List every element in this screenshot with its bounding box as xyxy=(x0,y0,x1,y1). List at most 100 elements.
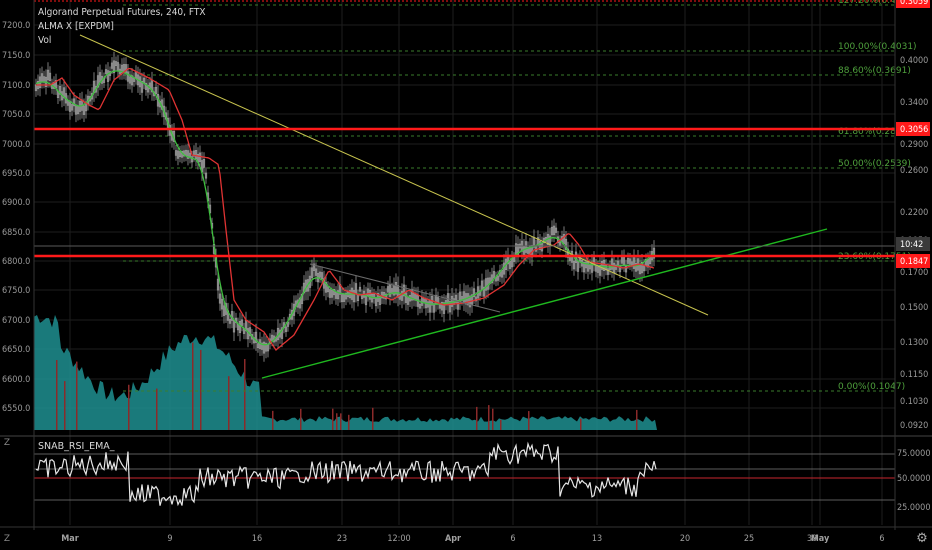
candle-body xyxy=(552,225,556,236)
indicator-volume-label[interactable]: Vol xyxy=(38,35,52,46)
fib-level-label: 50.00%(0.2539) xyxy=(838,159,911,169)
rsi-axis-tick: 50.0000 xyxy=(897,474,930,484)
right-axis-tick: 0.2900 xyxy=(900,140,928,150)
volume-bar xyxy=(64,381,66,430)
left-axis-tick: 6850.0 xyxy=(2,228,30,238)
time-axis-tick: 13 xyxy=(592,534,602,544)
candle-body xyxy=(600,260,604,270)
time-axis-tick: 6 xyxy=(510,534,515,544)
volume-bar xyxy=(372,407,374,430)
candle-body xyxy=(484,278,488,291)
candle-body xyxy=(358,286,362,292)
candle-body xyxy=(332,288,336,296)
price-label: 10:42 xyxy=(900,240,923,250)
candle-body xyxy=(82,105,86,115)
price-label-bg xyxy=(896,237,930,251)
left-axis-tick: 7200.0 xyxy=(2,21,30,31)
candle-body xyxy=(554,227,558,233)
candle-body xyxy=(508,260,512,269)
candle-body xyxy=(300,293,304,305)
time-axis-tick: 16 xyxy=(252,534,262,544)
volume-bar xyxy=(636,409,638,430)
left-axis-tick: 6800.0 xyxy=(2,257,30,267)
candle-body xyxy=(84,101,88,112)
candle-body xyxy=(186,150,190,159)
candle-body xyxy=(76,106,80,115)
candle-body xyxy=(262,341,266,354)
candle-body xyxy=(318,271,322,278)
candle-body xyxy=(606,268,610,275)
candle-body xyxy=(496,275,500,281)
right-axis-tick: 0.2200 xyxy=(900,208,928,218)
indicator-alma-label[interactable]: ALMA X [EXPDM] xyxy=(38,21,114,32)
time-axis-tick: Apr xyxy=(445,534,461,544)
volume-bar xyxy=(272,410,274,430)
candle-body xyxy=(310,267,314,279)
volume-area xyxy=(34,314,657,430)
candle-body xyxy=(466,293,470,306)
candle-body xyxy=(388,284,392,297)
candle-body xyxy=(378,296,382,305)
candle-body xyxy=(112,60,116,74)
left-axis-tick: 6550.0 xyxy=(2,404,30,414)
candle-body xyxy=(516,244,520,255)
time-axis-tick: 20 xyxy=(680,534,690,544)
candle-body xyxy=(190,156,194,163)
alma-fast-line xyxy=(35,70,655,346)
left-axis-tick: 7000.0 xyxy=(2,140,30,150)
candle-body xyxy=(256,343,260,349)
candle-body xyxy=(396,285,400,298)
candle-body xyxy=(314,268,318,276)
candle-body xyxy=(602,259,606,272)
rsi-axis-tick: 75.0000 xyxy=(897,449,930,459)
chart-title[interactable]: Algorand Perpetual Futures, 240, FTX xyxy=(38,7,206,18)
gear-icon[interactable]: ⚙ xyxy=(916,531,928,546)
right-axis-tick: 0.0920 xyxy=(900,421,928,431)
candle-body xyxy=(298,297,302,309)
price-label: 0.1847 xyxy=(900,257,928,267)
candle-body xyxy=(614,264,618,270)
chart-legend: Algorand Perpetual Futures, 240, FTX ALM… xyxy=(38,6,206,48)
candle-body xyxy=(596,266,600,273)
fib-level-label: 88.60%(0.3691) xyxy=(838,66,911,76)
candle-body xyxy=(572,260,576,270)
volume-bar xyxy=(528,411,530,430)
volume-bar xyxy=(244,359,246,430)
downtrend-line xyxy=(79,34,709,316)
pane-collapse-icon[interactable]: Z xyxy=(3,438,11,448)
candle-body xyxy=(564,238,568,250)
volume-bar xyxy=(156,388,158,430)
price-label-bg xyxy=(896,254,930,268)
candle-body xyxy=(368,289,372,300)
candle-body xyxy=(450,295,454,307)
right-axis-tick: 0.4000 xyxy=(900,56,928,66)
candle-body xyxy=(70,104,74,111)
candle-body xyxy=(104,69,108,74)
volume-bar xyxy=(340,413,342,430)
price-label-bg xyxy=(896,0,930,8)
candle-body xyxy=(114,61,118,66)
pane-collapse-icon[interactable]: Z xyxy=(3,534,11,544)
candle-body xyxy=(72,98,76,107)
candle-body xyxy=(248,327,252,337)
candle-body xyxy=(46,69,50,81)
right-axis-tick: 0.3400 xyxy=(900,98,928,108)
candle-body xyxy=(144,82,148,90)
candle-body xyxy=(130,75,134,86)
volume-bar xyxy=(488,405,490,430)
volume-bars xyxy=(34,314,657,430)
candle-body xyxy=(260,342,264,350)
candle-body xyxy=(340,294,344,303)
candle-body xyxy=(174,150,178,156)
candle-body xyxy=(394,281,398,295)
candle-body xyxy=(634,262,638,272)
volume-bar xyxy=(200,349,202,430)
volume-bar xyxy=(56,360,58,430)
candle-body xyxy=(246,328,250,340)
candle-body xyxy=(222,305,226,316)
rsi-pane xyxy=(0,435,932,507)
time-axis-tick: Mar xyxy=(61,534,79,544)
rsi-legend[interactable]: SNAB_RSI_EMA_ xyxy=(38,441,115,452)
candle-body xyxy=(652,247,656,259)
